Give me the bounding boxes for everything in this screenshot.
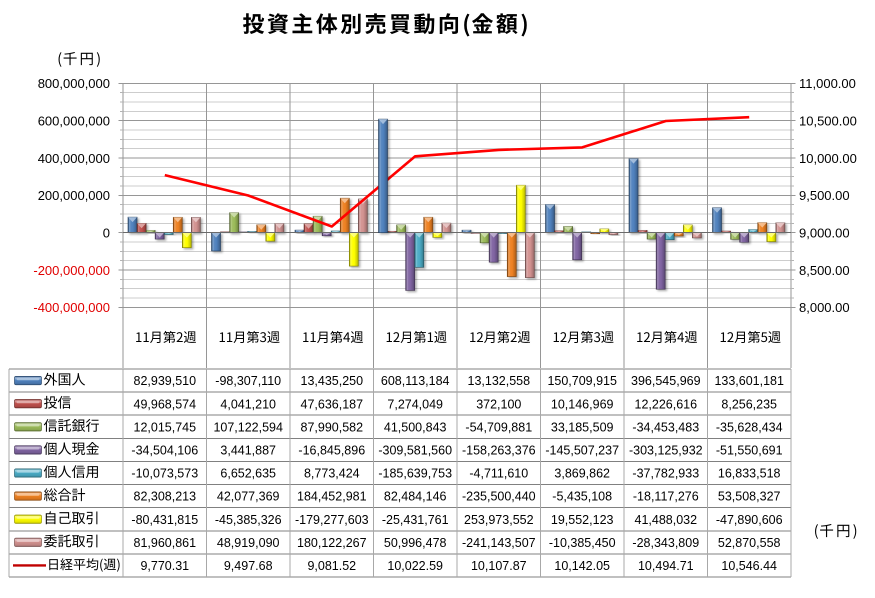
svg-text:-10,385,450: -10,385,450 <box>549 536 616 550</box>
svg-text:-16,845,896: -16,845,896 <box>298 444 365 458</box>
svg-text:11,000.00: 11,000.00 <box>799 76 856 91</box>
svg-text:41,488,032: 41,488,032 <box>635 513 698 527</box>
svg-text:-34,504,106: -34,504,106 <box>131 444 198 458</box>
svg-text:9,770.31: 9,770.31 <box>140 559 189 573</box>
svg-text:-34,453,483: -34,453,483 <box>632 420 699 434</box>
svg-text:9,497.68: 9,497.68 <box>224 559 273 573</box>
svg-text:3,441,887: 3,441,887 <box>220 444 276 458</box>
svg-text:150,709,915: 150,709,915 <box>547 374 617 388</box>
svg-text:10,142.05: 10,142.05 <box>554 559 610 573</box>
svg-text:8,773,424: 8,773,424 <box>304 467 360 481</box>
svg-text:-5,435,108: -5,435,108 <box>552 490 612 504</box>
svg-text:-400,000,000: -400,000,000 <box>33 300 110 315</box>
svg-text:10,500.00: 10,500.00 <box>799 113 857 128</box>
svg-text:-28,343,809: -28,343,809 <box>632 536 699 550</box>
svg-text:3,869,862: 3,869,862 <box>554 467 610 481</box>
svg-text:396,545,969: 396,545,969 <box>631 374 701 388</box>
svg-text:41,500,843: 41,500,843 <box>384 420 447 434</box>
svg-text:4,041,210: 4,041,210 <box>220 397 276 411</box>
svg-text:-179,277,603: -179,277,603 <box>295 513 369 527</box>
svg-text:400,000,000: 400,000,000 <box>38 151 110 166</box>
svg-text:10,146,969: 10,146,969 <box>551 397 614 411</box>
svg-text:-25,431,761: -25,431,761 <box>382 513 449 527</box>
svg-text:-235,500,440: -235,500,440 <box>462 490 536 504</box>
svg-text:200,000,000: 200,000,000 <box>38 188 110 203</box>
svg-text:6,652,635: 6,652,635 <box>220 467 276 481</box>
svg-text:10,107.87: 10,107.87 <box>471 559 527 573</box>
svg-text:-145,507,237: -145,507,237 <box>545 444 619 458</box>
svg-text:82,484,146: 82,484,146 <box>384 490 447 504</box>
svg-text:42,077,369: 42,077,369 <box>217 490 280 504</box>
svg-text:49,968,574: 49,968,574 <box>134 397 197 411</box>
svg-text:800,000,000: 800,000,000 <box>38 76 110 91</box>
svg-text:8,256,235: 8,256,235 <box>721 397 777 411</box>
svg-text:9,081.52: 9,081.52 <box>307 559 356 573</box>
svg-text:608,113,184: 608,113,184 <box>381 374 450 388</box>
svg-text:-303,125,932: -303,125,932 <box>629 444 703 458</box>
svg-text:-54,709,881: -54,709,881 <box>465 420 532 434</box>
svg-text:372,100: 372,100 <box>476 397 521 411</box>
svg-text:87,990,582: 87,990,582 <box>301 420 364 434</box>
svg-text:12,015,745: 12,015,745 <box>134 420 197 434</box>
svg-text:600,000,000: 600,000,000 <box>38 113 110 128</box>
svg-text:53,508,327: 53,508,327 <box>718 490 781 504</box>
svg-text:180,122,267: 180,122,267 <box>297 536 367 550</box>
svg-text:13,132,558: 13,132,558 <box>468 374 531 388</box>
svg-text:107,122,594: 107,122,594 <box>213 420 283 434</box>
svg-text:-98,307,110: -98,307,110 <box>215 374 281 388</box>
svg-text:52,870,558: 52,870,558 <box>718 536 781 550</box>
svg-text:12,226,616: 12,226,616 <box>635 397 698 411</box>
svg-text:10,000.00: 10,000.00 <box>799 151 857 166</box>
svg-text:-47,890,606: -47,890,606 <box>716 513 783 527</box>
svg-text:-241,143,507: -241,143,507 <box>462 536 536 550</box>
svg-text:8,500.00: 8,500.00 <box>799 263 850 278</box>
svg-text:48,919,090: 48,919,090 <box>217 536 280 550</box>
svg-text:9,000.00: 9,000.00 <box>799 225 850 240</box>
svg-text:-10,073,573: -10,073,573 <box>131 467 198 481</box>
svg-text:0: 0 <box>103 225 110 240</box>
svg-text:33,185,509: 33,185,509 <box>551 420 614 434</box>
svg-text:-80,431,815: -80,431,815 <box>131 513 198 527</box>
svg-text:10,022.59: 10,022.59 <box>387 559 443 573</box>
svg-text:8,000.00: 8,000.00 <box>799 300 850 315</box>
svg-text:81,960,861: 81,960,861 <box>134 536 197 550</box>
svg-text:133,601,181: 133,601,181 <box>714 374 784 388</box>
svg-text:253,973,552: 253,973,552 <box>464 513 534 527</box>
svg-text:-158,263,376: -158,263,376 <box>462 444 536 458</box>
svg-text:-37,782,933: -37,782,933 <box>632 467 699 481</box>
svg-text:16,833,518: 16,833,518 <box>718 467 781 481</box>
svg-text:-200,000,000: -200,000,000 <box>33 263 110 278</box>
svg-text:82,308,213: 82,308,213 <box>134 490 197 504</box>
svg-text:-45,385,326: -45,385,326 <box>215 513 282 527</box>
svg-text:82,939,510: 82,939,510 <box>134 374 197 388</box>
svg-text:10,494.71: 10,494.71 <box>638 559 694 573</box>
svg-text:184,452,981: 184,452,981 <box>297 490 367 504</box>
svg-text:-18,117,276: -18,117,276 <box>633 490 699 504</box>
svg-text:13,435,250: 13,435,250 <box>301 374 364 388</box>
svg-text:-35,628,434: -35,628,434 <box>716 420 783 434</box>
svg-text:10,546.44: 10,546.44 <box>721 559 777 573</box>
svg-text:47,636,187: 47,636,187 <box>301 397 364 411</box>
svg-text:-4,711,610: -4,711,610 <box>469 467 528 481</box>
svg-text:9,500.00: 9,500.00 <box>799 188 850 203</box>
svg-text:-185,639,753: -185,639,753 <box>378 467 452 481</box>
svg-text:7,274,049: 7,274,049 <box>387 397 443 411</box>
svg-text:-51,550,691: -51,550,691 <box>716 444 783 458</box>
svg-text:19,552,123: 19,552,123 <box>551 513 614 527</box>
svg-text:-309,581,560: -309,581,560 <box>378 444 452 458</box>
svg-text:50,996,478: 50,996,478 <box>384 536 447 550</box>
